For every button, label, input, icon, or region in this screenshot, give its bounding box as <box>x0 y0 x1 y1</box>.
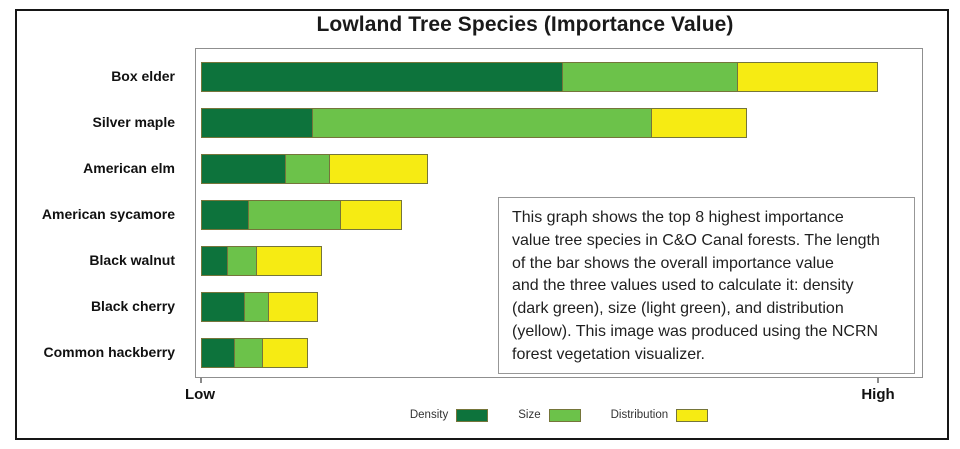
bar-segment-distribution <box>329 154 428 184</box>
bar-segment-distribution <box>340 200 402 230</box>
stacked-bar <box>201 154 428 184</box>
legend-label-size: Size <box>518 409 541 421</box>
legend-label-distribution: Distribution <box>610 409 669 421</box>
annotation-box: This graph shows the top 8 highest impor… <box>498 197 915 374</box>
axis-tick-high <box>877 377 879 383</box>
bar-segment-distribution <box>651 108 747 138</box>
outer-frame <box>15 9 949 440</box>
bar-segment-distribution <box>256 246 322 276</box>
axis-label-low: Low <box>185 386 215 403</box>
annotation-text-line: of the bar shows the overall importance … <box>512 254 834 272</box>
stacked-bar <box>201 246 322 276</box>
legend-item-size: Size <box>518 408 581 422</box>
bar-segment-density <box>201 246 228 276</box>
bar-segment-density <box>201 200 249 230</box>
axis-tick-low <box>200 377 202 383</box>
annotation-text-line: (dark green), size (light green), and di… <box>512 300 844 318</box>
category-label: Common hackberry <box>43 344 175 360</box>
stacked-bar <box>201 62 878 92</box>
legend-item-density: Density <box>409 408 489 422</box>
annotation-text-line: value tree species in C&O Canal forests.… <box>512 231 880 249</box>
annotation-text-line: forest vegetation visualizer. <box>512 345 705 363</box>
stacked-bar <box>201 200 402 230</box>
bar-segment-density <box>201 292 245 322</box>
legend-item-distribution: Distribution <box>610 408 709 422</box>
bar-segment-distribution <box>737 62 878 92</box>
bar-segment-density <box>201 154 286 184</box>
axis-label-high: High <box>861 386 895 403</box>
chart-title: Lowland Tree Species (Importance Value) <box>316 13 734 36</box>
annotation-text-line: and the three values used to calculate i… <box>512 277 854 295</box>
category-label: American sycamore <box>41 206 175 222</box>
category-labels-column: Box elder Silver maple American elm America… <box>18 48 185 378</box>
category-label: Black walnut <box>89 252 175 268</box>
legend-label-density: Density <box>409 409 449 421</box>
annotation-text-line: (yellow). This image was produced using … <box>512 322 879 340</box>
bar-segment-density <box>201 338 235 368</box>
bar-segment-size <box>244 292 269 322</box>
bar-segment-size <box>285 154 330 184</box>
stacked-bar <box>201 292 318 322</box>
stacked-bar <box>201 108 747 138</box>
stacked-bar <box>201 338 308 368</box>
legend-swatch-size-color <box>548 408 581 422</box>
bar-segment-distribution <box>262 338 308 368</box>
bar-segment-density <box>201 108 313 138</box>
annotation-text-line: This graph shows the top 8 highest impor… <box>512 209 844 226</box>
bar-segment-size <box>248 200 341 230</box>
bar-segment-density <box>201 62 563 92</box>
legend: Density Size Distribution <box>195 405 923 425</box>
legend-swatch-distribution-color <box>676 408 709 422</box>
category-label: Silver maple <box>92 114 176 130</box>
category-label: Black cherry <box>90 298 175 314</box>
bar-segment-size <box>562 62 738 92</box>
bar-segment-distribution <box>268 292 318 322</box>
bar-segment-size <box>227 246 257 276</box>
category-label: Box elder <box>111 68 175 84</box>
bar-segment-size <box>234 338 263 368</box>
category-label: American elm <box>83 160 175 176</box>
bar-segment-size <box>312 108 652 138</box>
legend-swatch-density-color <box>456 408 489 422</box>
